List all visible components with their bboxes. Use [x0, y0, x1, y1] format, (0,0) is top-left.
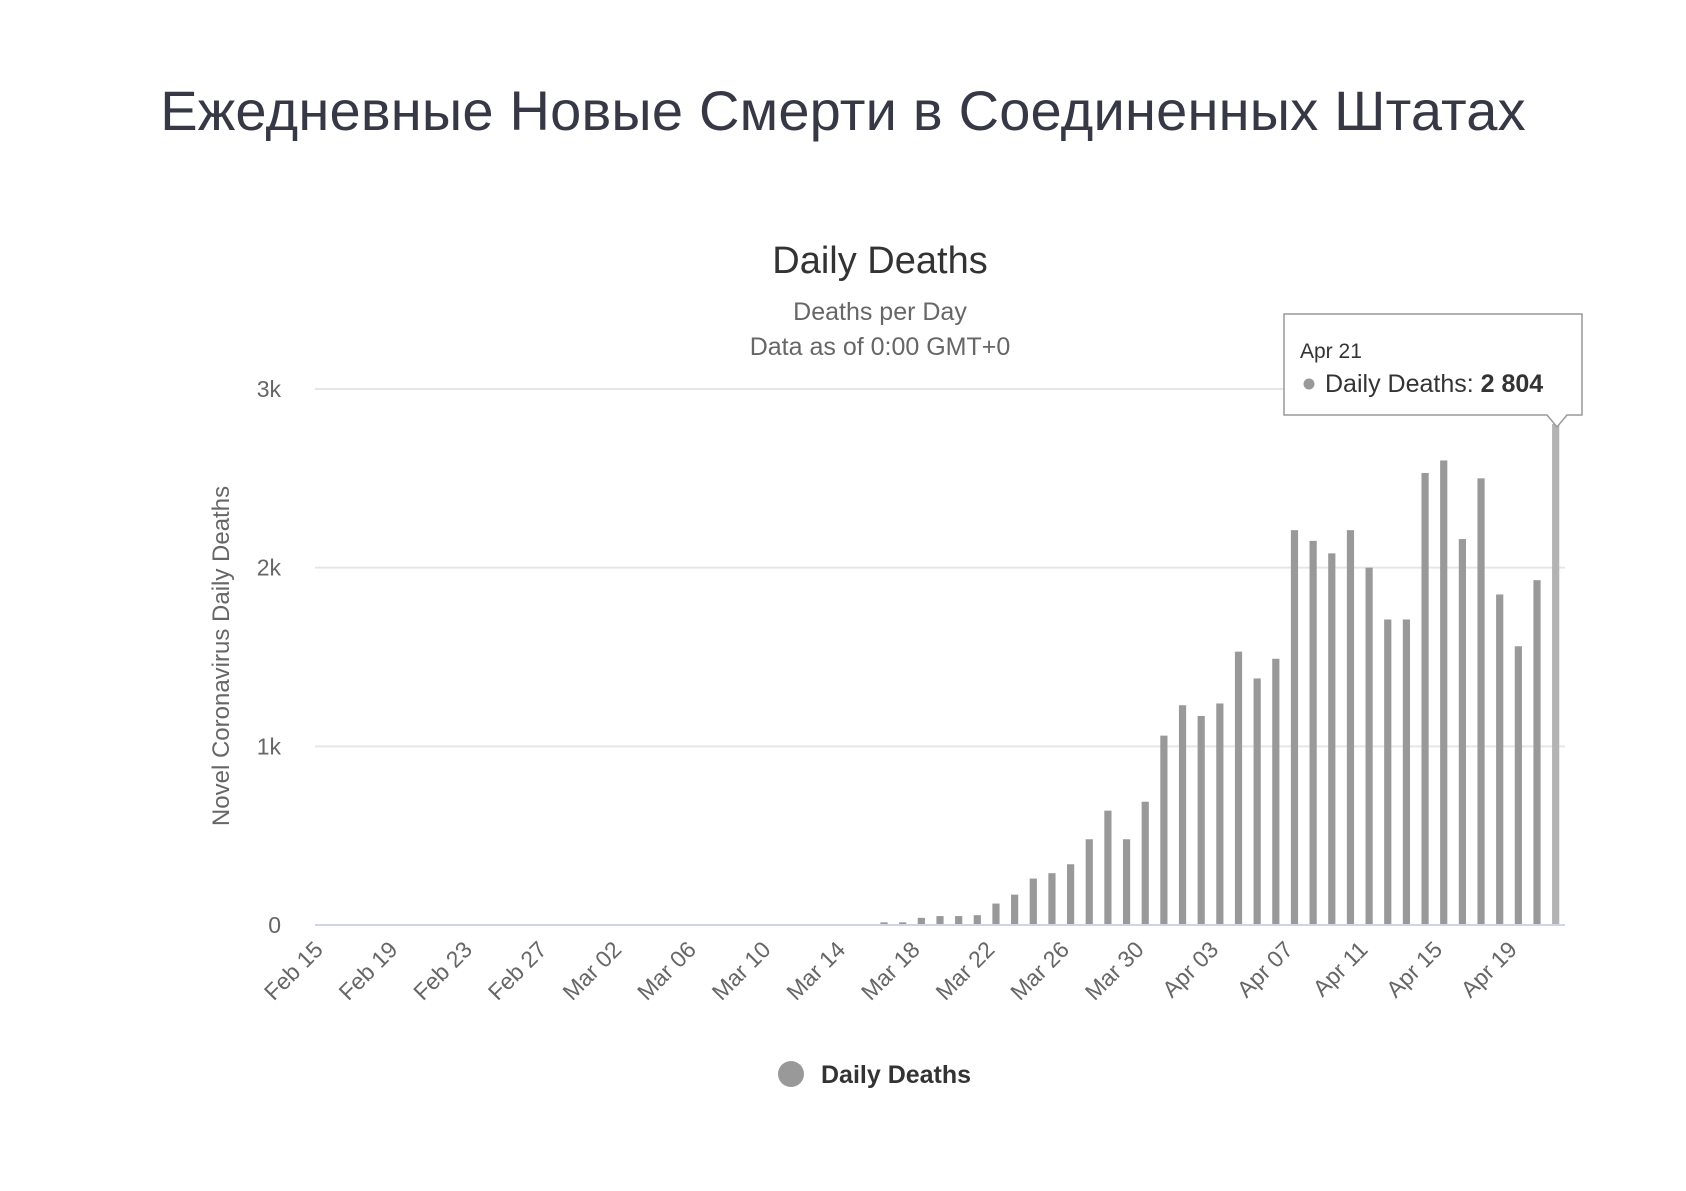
y-tick-label: 3k — [257, 376, 282, 402]
bar[interactable] — [1552, 424, 1560, 925]
bar[interactable] — [1197, 715, 1205, 925]
bar[interactable] — [1365, 567, 1373, 925]
x-tick-label: Feb 15 — [259, 936, 328, 1005]
bar[interactable] — [1496, 594, 1504, 925]
tooltip-date: Apr 21 — [1300, 340, 1362, 363]
bar[interactable] — [973, 915, 981, 925]
bar[interactable] — [1309, 540, 1317, 925]
y-gridlines — [315, 388, 1565, 748]
bar[interactable] — [1104, 810, 1112, 925]
chart-subtitle-line-2: Data as of 0:00 GMT+0 — [750, 333, 1011, 361]
legend[interactable]: Daily Deaths — [778, 1061, 971, 1089]
bar[interactable] — [1346, 530, 1355, 925]
x-tick-label: Mar 10 — [707, 936, 776, 1005]
x-tick-label: Feb 27 — [483, 936, 552, 1005]
bar[interactable] — [1514, 646, 1522, 925]
bar[interactable] — [1085, 839, 1093, 925]
x-tick-label: Apr 11 — [1308, 936, 1373, 1001]
x-tick-label: Apr 15 — [1381, 936, 1447, 1002]
x-tick-label: Mar 22 — [930, 936, 999, 1005]
bar[interactable] — [1328, 553, 1336, 925]
bar[interactable] — [992, 903, 1000, 925]
bar[interactable] — [1048, 873, 1056, 925]
bar[interactable] — [1029, 878, 1037, 925]
x-tick-label: Mar 06 — [632, 936, 701, 1005]
bar[interactable] — [917, 917, 925, 925]
bar[interactable] — [1290, 530, 1299, 925]
tooltip-value: 2 804 — [1481, 370, 1544, 398]
bar[interactable] — [1440, 460, 1448, 925]
bar[interactable] — [1160, 735, 1168, 925]
y-axis-ticks: 0 1k 2k 3k — [257, 376, 282, 938]
x-tick-label: Mar 26 — [1005, 936, 1074, 1005]
bar[interactable] — [1477, 478, 1485, 925]
tooltip-label: Daily Deaths: — [1325, 370, 1481, 398]
x-tick-label: Apr 19 — [1456, 936, 1522, 1002]
bar[interactable] — [1402, 619, 1411, 925]
bar[interactable] — [1533, 580, 1541, 925]
y-tick-label: 2k — [257, 555, 282, 581]
x-tick-label: Feb 23 — [408, 936, 477, 1005]
bar[interactable] — [1234, 651, 1243, 925]
x-axis-ticks: Feb 15 Feb 19 Feb 23 Feb 27 Mar 02 Mar 06 Mar … — [259, 936, 1522, 1005]
chart-subtitle-line-1: Deaths per Day — [793, 298, 967, 326]
bar[interactable] — [955, 916, 963, 925]
tooltip-value-line: Daily Deaths: 2 804 — [1325, 370, 1543, 398]
x-tick-label: Mar 30 — [1080, 936, 1149, 1005]
x-tick-label: Mar 02 — [557, 936, 626, 1005]
bar[interactable] — [936, 916, 944, 925]
chart-title: Daily Deaths — [772, 240, 987, 282]
y-tick-label: 0 — [268, 912, 281, 938]
bar[interactable] — [1253, 678, 1261, 925]
bar[interactable] — [1216, 703, 1224, 925]
page-heading: Ежедневные Новые Смерти в Соединенных Шт… — [160, 79, 1526, 142]
bar[interactable] — [1384, 619, 1392, 925]
x-tick-label: Apr 03 — [1157, 936, 1223, 1002]
bar[interactable] — [1066, 864, 1075, 925]
y-tick-label: 1k — [257, 733, 282, 759]
tooltip-box — [1283, 313, 1583, 429]
x-tick-label: Mar 14 — [781, 936, 850, 1005]
y-axis-title: Novel Coronavirus Daily Deaths — [208, 486, 235, 826]
bar[interactable] — [1141, 801, 1149, 925]
bar[interactable] — [1421, 472, 1429, 925]
tooltip-series-marker — [1303, 378, 1315, 390]
bar[interactable] — [880, 922, 888, 925]
bar[interactable] — [1122, 839, 1131, 925]
bar[interactable] — [899, 922, 907, 925]
legend-label-daily-deaths[interactable]: Daily Deaths — [821, 1061, 971, 1089]
bar[interactable] — [1178, 705, 1187, 925]
x-tick-label: Feb 19 — [333, 936, 402, 1005]
bar[interactable] — [1458, 539, 1466, 925]
bar[interactable] — [1272, 658, 1280, 925]
x-tick-label: Mar 18 — [856, 936, 925, 1005]
x-tick-label: Apr 07 — [1232, 936, 1298, 1002]
tooltip: Apr 21 Daily Deaths: 2 804 — [1283, 313, 1583, 429]
legend-marker-daily-deaths[interactable] — [778, 1061, 804, 1087]
bar-series-daily-deaths — [880, 424, 1560, 925]
bar[interactable] — [1011, 894, 1019, 925]
